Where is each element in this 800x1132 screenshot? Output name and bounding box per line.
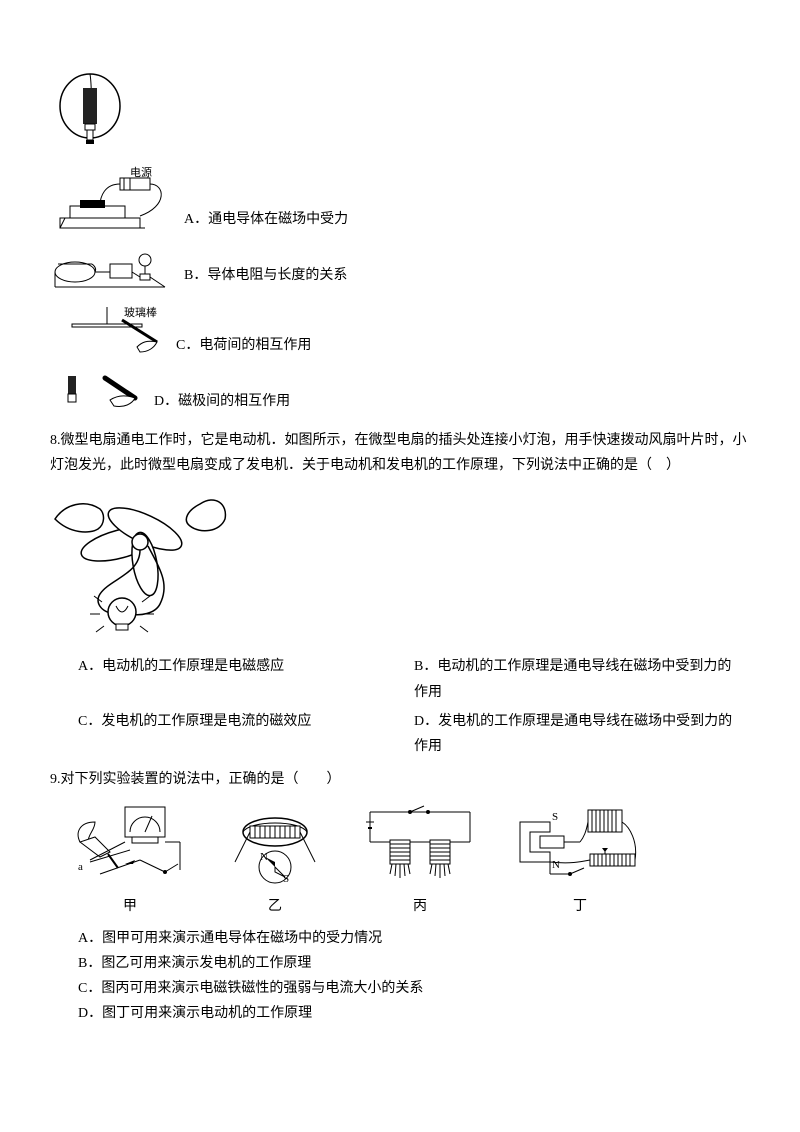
q8-stem-text: 微型电扇通电工作时，它是电动机．如图所示，在微型电扇的插头处连接小灯泡，用手快速… [50, 433, 747, 473]
q7-A-text: 通电导体在磁场中受力 [208, 212, 348, 227]
q8-number: 8. [50, 433, 61, 448]
q7-B-text: 导体电阻与长度的关系 [207, 268, 347, 283]
q7-option-D: D．磁极间的相互作用 [50, 368, 330, 418]
svg-text:N: N [260, 851, 268, 863]
q7-A-label: A． [184, 212, 208, 227]
q8-option-A: A．电动机的工作原理是电磁感应 [78, 654, 414, 704]
q7-B-label: B． [184, 268, 207, 283]
q9-cap-d: 丁 [510, 894, 650, 919]
q8-stem: 8.微型电扇通电工作时，它是电动机．如图所示，在微型电扇的插头处连接小灯泡，用手… [50, 428, 750, 478]
q9-fig-c: 丙 [360, 802, 480, 919]
svg-text:S: S [552, 811, 558, 823]
q9-options: A．图甲可用来演示通电导体在磁场中的受力情况 B．图乙可用来演示发电机的工作原理… [50, 926, 750, 1027]
q9-cap-c: 丙 [360, 894, 480, 919]
q9-option-A: A．图甲可用来演示通电导体在磁场中的受力情况 [78, 926, 750, 951]
svg-text:a: a [78, 861, 83, 873]
q9-number: 9. [50, 772, 61, 787]
svg-text:S: S [283, 873, 289, 885]
q7-options-row1: 电源 A．通电导体在磁场中受力 [50, 166, 750, 298]
q7-optD-figure [50, 368, 150, 418]
label-power: 电源 [130, 166, 152, 179]
q7-C-text: 电荷间的相互作用 [199, 338, 311, 353]
q7-optA-figure: 电源 [50, 166, 180, 236]
q7-optC-figure: 玻璃棒 [62, 302, 172, 362]
q8-options: A．电动机的工作原理是电磁感应 B．电动机的工作原理是通电导线在磁场中受到力的作… [50, 654, 750, 763]
q9-option-C: C．图丙可用来演示电磁铁磁性的强弱与电流大小的关系 [78, 976, 750, 1001]
q9-cap-b: 乙 [220, 894, 330, 919]
q8-option-C: C．发电机的工作原理是电流的磁效应 [78, 709, 414, 759]
q7-D-text: 磁极间的相互作用 [178, 394, 290, 409]
q9-fig-b: N S 乙 [220, 802, 330, 919]
q8-option-D: D．发电机的工作原理是通电导线在磁场中受到力的作用 [414, 709, 750, 759]
q7-option-C: 玻璃棒 C．电荷间的相互作用 [50, 302, 468, 362]
q8-figure [50, 484, 750, 644]
q7-option-B: B．导体电阻与长度的关系 [50, 242, 372, 292]
q9-option-D: D．图丁可用来演示电动机的工作原理 [78, 1001, 750, 1026]
q7-optB-figure [50, 242, 180, 292]
q9-option-B: B．图乙可用来演示发电机的工作原理 [78, 951, 750, 976]
q9-stem: 9.对下列实验装置的说法中，正确的是（ ） [50, 767, 750, 792]
q9-cap-a: 甲 [70, 894, 190, 919]
q9-fig-a: a 甲 [70, 802, 190, 919]
q7-option-A: 电源 A．通电导体在磁场中受力 [50, 166, 414, 236]
q7-D-label: D． [154, 394, 178, 409]
svg-text:N: N [552, 859, 560, 871]
q7-options-row2: 玻璃棒 C．电荷间的相互作用 D．磁极间的相互作用 [50, 302, 750, 424]
q9-stem-text: 对下列实验装置的说法中，正确的是（ ） [61, 772, 341, 787]
q8-option-B: B．电动机的工作原理是通电导线在磁场中受到力的作用 [414, 654, 750, 704]
q9-fig-d: S N [510, 802, 650, 919]
q7-top-figure [50, 66, 750, 156]
q9-figures: a 甲 N S [70, 802, 750, 919]
q7-C-label: C． [176, 338, 199, 353]
label-glassrod: 玻璃棒 [124, 305, 157, 319]
